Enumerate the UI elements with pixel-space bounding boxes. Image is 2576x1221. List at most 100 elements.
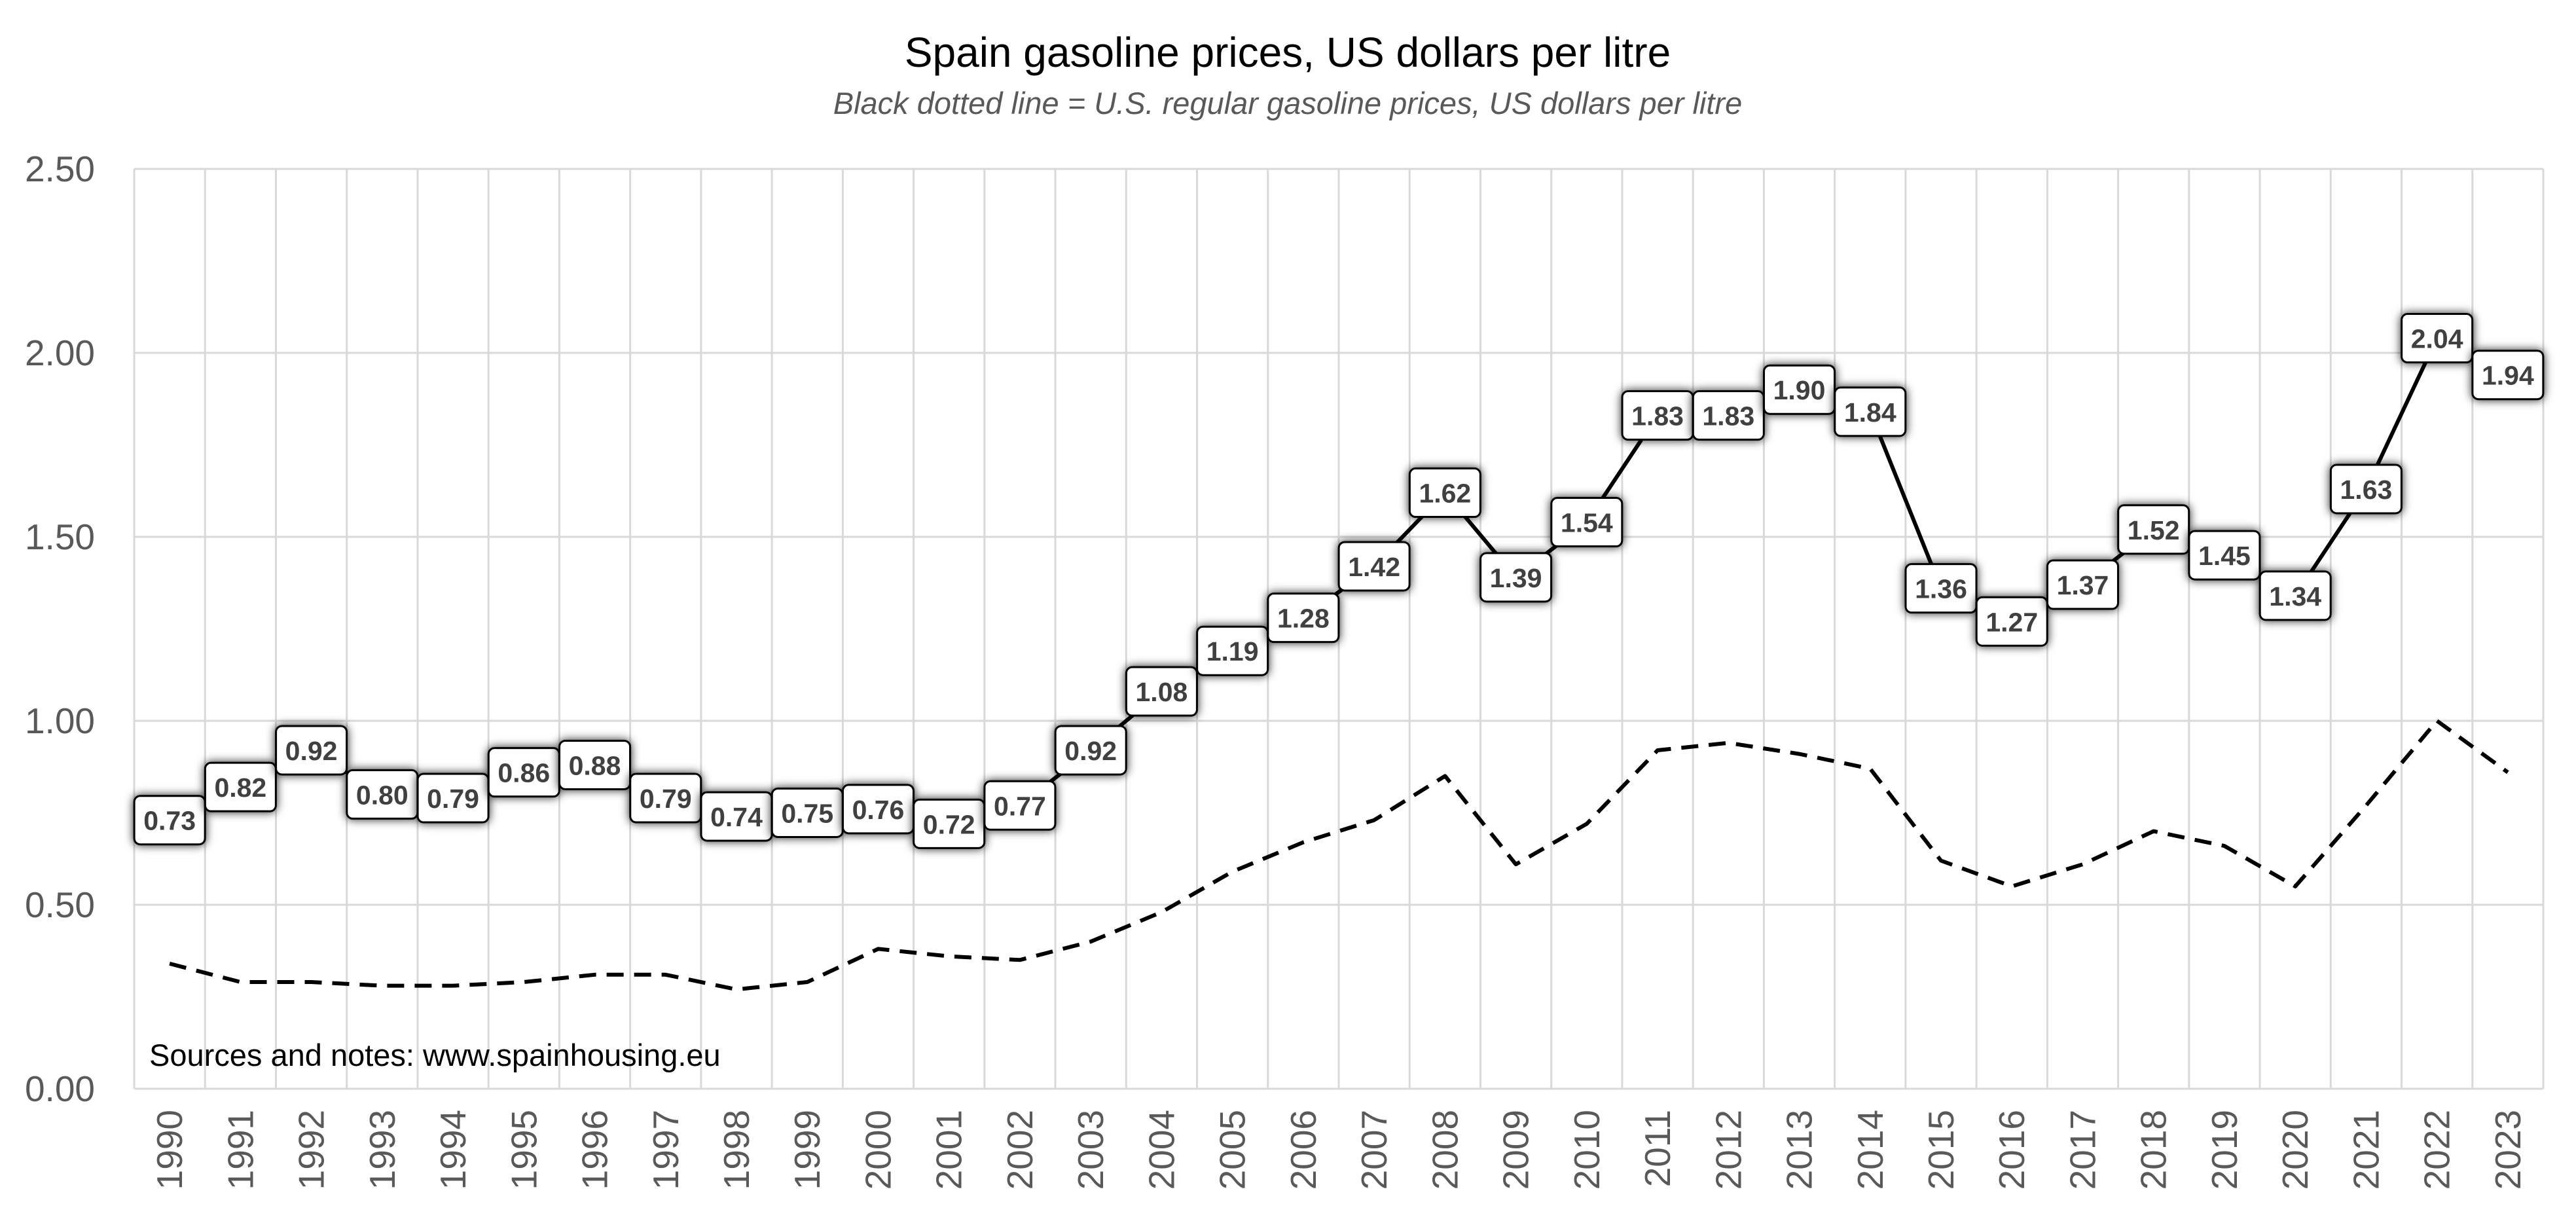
data-label-text: 0.73	[143, 806, 196, 836]
chart-title: Spain gasoline prices, US dollars per li…	[905, 29, 1671, 76]
x-tick-label: 2022	[2417, 1110, 2458, 1190]
x-tick-label: 2013	[1779, 1110, 1820, 1190]
data-label-box	[1479, 552, 1553, 603]
data-label: 0.88	[558, 739, 632, 790]
data-label-text: 1.42	[1348, 552, 1400, 582]
x-tick-label: 2005	[1212, 1110, 1253, 1190]
x-tick-label: 2014	[1850, 1110, 1891, 1190]
x-tick-label: 1999	[787, 1110, 827, 1190]
x-tick-label: 2006	[1283, 1110, 1324, 1190]
data-label-box	[2188, 530, 2261, 581]
data-label-box	[1408, 467, 1481, 519]
data-label-box	[983, 780, 1057, 831]
x-tick-label: 2004	[1141, 1110, 1182, 1190]
data-label-text: 1.94	[2482, 361, 2534, 391]
data-label-box	[2471, 350, 2545, 401]
x-tick-label: 2007	[1354, 1110, 1394, 1190]
x-tick-label: 2021	[2346, 1110, 2386, 1190]
data-label-box	[2046, 559, 2119, 610]
data-label: 0.92	[275, 725, 348, 776]
x-tick-label: 1991	[220, 1110, 261, 1190]
data-label: 2.04	[2401, 313, 2474, 364]
data-label-box	[1196, 625, 1269, 676]
data-label: 0.86	[487, 747, 560, 798]
data-label: 1.54	[1550, 497, 1624, 548]
data-label: 0.72	[913, 798, 986, 849]
data-label-text: 0.92	[1064, 736, 1117, 766]
data-label-box	[204, 761, 277, 812]
data-label: 0.74	[700, 791, 773, 842]
data-label-box	[1337, 541, 1411, 592]
x-tick-label: 1996	[575, 1110, 615, 1190]
y-tick-label: 0.50	[25, 884, 95, 925]
data-label-text: 1.27	[1986, 607, 2038, 637]
data-label-box	[416, 773, 490, 824]
data-label: 1.83	[1692, 390, 1765, 441]
data-label-text: 0.92	[285, 736, 338, 766]
x-tick-label: 1990	[149, 1110, 190, 1190]
data-label-text: 2.04	[2411, 324, 2463, 354]
y-tick-label: 1.00	[25, 701, 95, 741]
data-label-text: 0.82	[214, 773, 266, 803]
x-tick-label: 2017	[2062, 1110, 2103, 1190]
x-tick-label: 1997	[645, 1110, 686, 1190]
data-label-box	[2329, 464, 2403, 515]
data-label: 1.84	[1834, 386, 1907, 437]
data-label-box	[275, 725, 348, 776]
data-label-text: 1.83	[1631, 401, 1684, 431]
x-tick-label: 2018	[2133, 1110, 2174, 1190]
data-label: 1.27	[1975, 596, 2048, 647]
data-label-box	[1975, 596, 2048, 647]
data-label: 0.92	[1054, 725, 1127, 776]
data-label-text: 1.28	[1277, 604, 1330, 634]
data-label-text: 0.86	[498, 758, 550, 788]
y-axis: 0.00 0.50 1.00 1.50 2.00 2.50	[25, 149, 95, 1109]
x-tick-label: 1993	[362, 1110, 403, 1190]
x-tick-label: 1992	[291, 1110, 332, 1190]
x-tick-label: 2001	[929, 1110, 970, 1190]
data-label-box	[1834, 386, 1907, 437]
data-label-box	[1692, 390, 1765, 441]
data-label: 0.79	[416, 773, 490, 824]
x-tick-label: 2002	[1000, 1110, 1040, 1190]
data-label: 1.45	[2188, 530, 2261, 581]
y-tick-label: 1.50	[25, 517, 95, 557]
gridlines	[133, 168, 2545, 1090]
x-tick-label: 2016	[1991, 1110, 2032, 1190]
data-label: 1.34	[2259, 570, 2332, 621]
data-label-text: 0.75	[781, 799, 833, 829]
data-label-text: 0.80	[356, 780, 408, 810]
data-label: 1.28	[1267, 592, 1340, 644]
x-tick-label: 2009	[1496, 1110, 1536, 1190]
data-label-text: 1.19	[1206, 636, 1259, 666]
data-label: 1.37	[2046, 559, 2119, 610]
data-label-box	[2117, 504, 2190, 555]
data-label: 1.63	[2329, 464, 2403, 515]
data-label-text: 0.88	[569, 750, 621, 780]
data-label-text: 1.34	[2269, 581, 2321, 611]
data-label-text: 0.79	[427, 784, 479, 814]
x-tick-label: 1994	[433, 1110, 473, 1190]
data-label-text: 1.63	[2340, 475, 2393, 505]
data-label: 0.77	[983, 780, 1057, 831]
data-label-box	[2401, 313, 2474, 364]
data-label-text: 1.08	[1136, 677, 1188, 707]
data-label: 0.79	[629, 773, 702, 824]
x-axis: 1990 1991 1992 1993 1994 1995 1996 1997 1998 1999…	[149, 1110, 2528, 1190]
chart-subtitle: Black dotted line = U.S. regular gasolin…	[833, 86, 1742, 120]
data-labels: 0.73 0.82 0.92 0.80 0.79 0.86 0.88 0.79 0.74 0.75…	[133, 313, 2545, 849]
data-label-text: 1.83	[1702, 401, 1754, 431]
data-label: 1.62	[1408, 467, 1481, 519]
data-label-text: 1.52	[2128, 515, 2180, 545]
data-label-box	[1763, 364, 1836, 415]
data-label: 1.08	[1125, 666, 1198, 717]
data-label-text: 1.90	[1773, 375, 1826, 405]
y-tick-label: 0.00	[25, 1068, 95, 1109]
x-tick-label: 2019	[2204, 1110, 2245, 1190]
data-label-text: 0.79	[640, 784, 692, 814]
data-label: 1.90	[1763, 364, 1836, 415]
data-label: 1.19	[1196, 625, 1269, 676]
x-tick-label: 2008	[1424, 1110, 1465, 1190]
data-label-box	[133, 795, 206, 846]
data-label-box	[1904, 563, 1978, 614]
